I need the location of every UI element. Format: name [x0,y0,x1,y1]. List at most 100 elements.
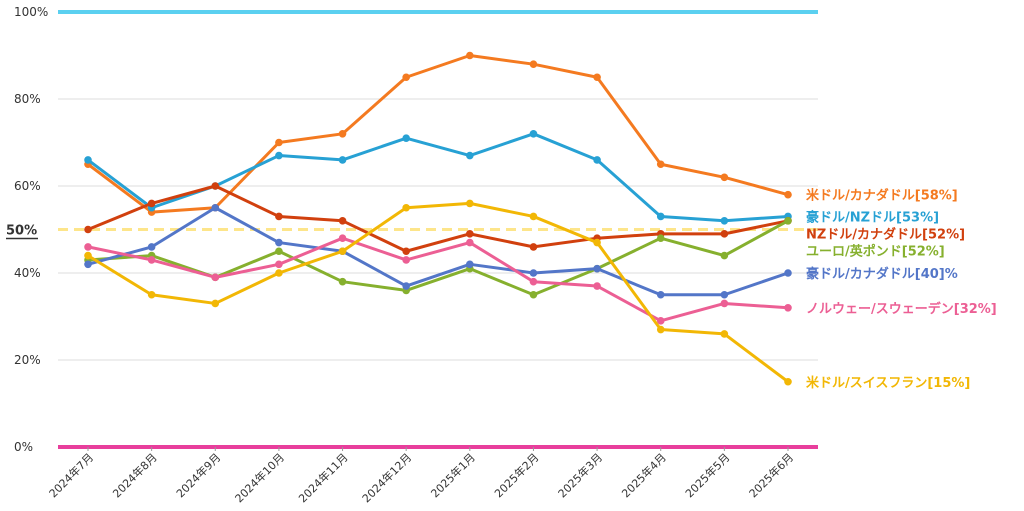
data-point [84,260,92,269]
data-point [529,60,538,68]
data-point [784,269,792,277]
data-point [211,273,220,282]
series-end-label: ユーロ/英ポンド[52%] [806,243,945,259]
data-point [275,238,283,247]
data-point [720,173,729,182]
data-point [656,212,665,221]
data-point [402,282,410,290]
series-line [87,206,789,297]
data-point [720,290,729,299]
data-point [466,238,474,247]
series-line [87,236,789,323]
data-point [529,269,538,277]
data-point [720,217,729,225]
data-point [784,190,792,199]
data-point [593,264,601,273]
series-lines [84,51,792,386]
series-end-label: 豪ドル/NZドル[53%] [806,209,939,225]
series-end-label: 米ドル/カナダドル[58%] [806,188,958,204]
y-axis: 0% 20% 40% 60% 80% 100% [14,5,48,454]
series-line [87,219,789,297]
data-point [656,160,665,169]
data-point [84,225,92,234]
x-axis: 2024年7月 2024年8月 2024年9月 2024年10月 2024年11月 202… [46,447,796,505]
data-point [402,73,410,82]
data-point [656,317,665,325]
data-point [656,325,665,334]
data-point [211,182,220,190]
y-tick-label: 40% [14,266,41,280]
data-point [147,243,156,251]
data-point [466,230,474,238]
data-point [275,247,283,256]
x-tick-label: 2025年5月 [682,450,732,500]
data-point [147,256,156,264]
series-end-label: 米ドル/スイスフラン[15%] [806,375,970,391]
data-point [84,251,92,260]
series-5 [84,234,792,325]
data-point [529,243,538,251]
x-tick-label: 2024年9月 [173,450,223,500]
data-point [338,277,347,286]
y-tick-label: 0% [14,440,33,454]
data-point [402,203,410,212]
data-point [466,199,474,208]
data-point [338,247,347,256]
data-point [275,212,283,221]
x-tick-label: 2024年10月 [232,450,287,505]
x-tick-label: 2025年4月 [619,450,669,500]
series-line [87,54,789,214]
data-point [784,217,792,225]
series-end-label: 豪ドル/カナダドル[40]% [806,266,958,282]
data-point [147,290,156,299]
data-point [338,217,347,225]
data-point [529,130,538,138]
series-0 [84,51,792,216]
y-tick-label: 20% [14,353,41,367]
data-point [593,73,601,82]
data-point [466,151,474,160]
data-point [402,247,410,256]
data-point [593,156,601,164]
data-point [211,203,220,212]
data-point [656,234,665,242]
data-point [593,238,601,247]
data-point [338,156,347,164]
data-point [338,130,347,138]
data-point [466,51,474,60]
data-point [720,230,729,238]
reference-label-50: 50% [6,224,37,239]
data-point [275,260,283,269]
series-labels: 米ドル/カナダドル[58%] 豪ドル/NZドル[53%]NZドル/カナダドル[52… [806,188,997,391]
data-point [275,269,283,277]
data-point [720,330,729,338]
series-line [87,132,789,223]
data-point [402,134,410,142]
data-point [84,156,92,164]
data-point [211,299,220,308]
x-tick-label: 2024年8月 [110,450,160,500]
data-point [720,251,729,260]
series-line [87,184,789,253]
y-tick-label: 60% [14,179,41,193]
data-point [338,234,347,242]
data-point [466,260,474,269]
data-point [275,138,283,147]
series-end-label: ノルウェー/スウェーデン[32%] [806,301,997,317]
x-tick-label: 2024年7月 [46,450,96,500]
x-tick-label: 2025年2月 [491,450,541,500]
data-point [147,199,156,208]
series-line [87,201,789,383]
data-point [402,256,410,264]
data-point [593,282,601,290]
series-6 [84,199,792,386]
data-point [275,151,283,160]
reference-lines: 50% [6,10,818,449]
y-tick-label: 100% [14,5,48,19]
series-2 [84,182,792,256]
data-point [529,212,538,221]
x-tick-label: 2025年6月 [746,450,796,500]
x-tick-label: 2025年1月 [428,450,478,500]
data-point [84,243,92,251]
